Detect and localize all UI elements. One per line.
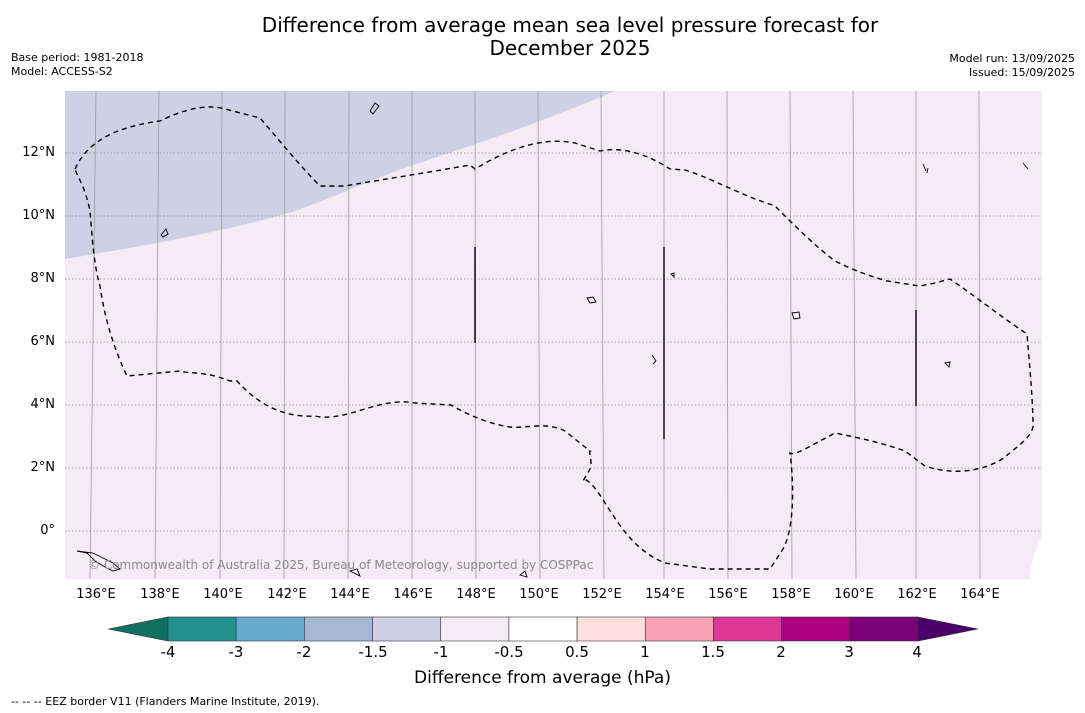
title-line-2: December 2025	[489, 36, 651, 60]
islands	[76, 102, 1029, 578]
colorbar-bin	[781, 616, 851, 642]
lat-label-0: 0°	[40, 523, 55, 538]
eez-footnote: -- -- -- EEZ border V11 (Flanders Marine…	[11, 695, 320, 708]
island-small-5	[922, 163, 929, 174]
lon-label-154e: 154°E	[645, 587, 685, 602]
island-kosrae	[944, 361, 951, 368]
lat-label-2n: 2°N	[30, 460, 56, 475]
island-small-1	[670, 272, 675, 279]
colorbar-tick: -4	[160, 643, 176, 661]
colorbar-bin	[508, 616, 578, 642]
model-name: Model: ACCESS-S2	[11, 65, 113, 78]
island-small-2	[651, 354, 657, 365]
colorbar-tick: 1	[640, 643, 650, 661]
lon-label-140e: 140°E	[203, 587, 243, 602]
lat-label-12n: 12°N	[22, 145, 55, 160]
title-line-1: Difference from average mean sea level p…	[261, 13, 879, 37]
map-edge-blank	[1030, 536, 1042, 579]
colorbar-bin	[849, 616, 919, 642]
colorbar-tick: -3	[228, 643, 244, 661]
lon-label-142e: 142°E	[267, 587, 307, 602]
island-chuuk	[586, 296, 597, 304]
colorbar-tick: -2	[296, 643, 312, 661]
island-pohnpei	[791, 311, 801, 320]
colorbar-bin	[304, 616, 373, 642]
lon-label-164e: 164°E	[960, 587, 1000, 602]
lat-label-4n: 4°N	[30, 397, 56, 412]
colorbar-bin	[713, 616, 782, 642]
model-run: Model run: 13/09/2025	[949, 52, 1075, 65]
meta-right: Model run: 13/09/2025 Issued: 15/09/2025	[949, 52, 1075, 80]
island-guam	[369, 102, 380, 115]
lon-label-138e: 138°E	[140, 587, 180, 602]
eez-border	[74, 106, 1034, 570]
fill-minus1-5-to-minus1	[65, 91, 615, 259]
lon-label-148e: 148°E	[456, 587, 496, 602]
lon-label-136e: 136°E	[76, 587, 116, 602]
colorbar-tick: -0.5	[494, 643, 524, 661]
island-small-6	[1022, 162, 1029, 170]
colorbar-bin	[167, 616, 237, 642]
colorbar-bin	[644, 616, 714, 642]
colorbar-tick: 3	[844, 643, 854, 661]
lat-label-6n: 6°N	[30, 334, 56, 349]
colorbar-tick: 4	[912, 643, 922, 661]
lon-label-162e: 162°E	[897, 587, 937, 602]
colorbar-bin	[235, 616, 305, 642]
base-period: Base period: 1981-2018	[11, 51, 144, 64]
lat-label-10n: 10°N	[22, 208, 55, 223]
forecast-map	[65, 91, 1042, 579]
colorbar-tick: 2	[776, 643, 786, 661]
issued-date: Issued: 15/09/2025	[968, 66, 1075, 79]
island-small-3	[519, 570, 528, 578]
lon-label-160e: 160°E	[834, 587, 874, 602]
lon-label-150e: 150°E	[519, 587, 559, 602]
meta-left: Base period: 1981-2018 Model: ACCESS-S2	[11, 51, 143, 79]
colorbar-tick: -1	[433, 643, 449, 661]
chart-title: Difference from average mean sea level p…	[150, 14, 990, 60]
colorbar-tick: 0.5	[565, 643, 589, 661]
island-small-4	[348, 568, 361, 577]
colorbar-extend-high	[917, 616, 979, 642]
colorbar-tick: 1.5	[701, 643, 725, 661]
island-yap	[160, 228, 169, 238]
colorbar	[107, 616, 979, 642]
colorbar-tick: -1.5	[358, 643, 388, 661]
colorbar-bin	[440, 616, 510, 642]
lon-label-156e: 156°E	[708, 587, 748, 602]
lon-label-146e: 146°E	[393, 587, 433, 602]
lon-label-158e: 158°E	[771, 587, 811, 602]
copyright-notice: © Commonwealth of Australia 2025, Bureau…	[88, 558, 594, 572]
lon-label-144e: 144°E	[330, 587, 370, 602]
lon-label-152e: 152°E	[582, 587, 622, 602]
colorbar-bin	[576, 616, 646, 642]
map-svg	[65, 91, 1042, 579]
colorbar-svg	[107, 616, 979, 642]
colorbar-bin	[372, 616, 442, 642]
colorbar-extend-low	[107, 616, 169, 642]
island-palau	[76, 550, 121, 572]
colorbar-label: Difference from average (hPa)	[414, 668, 671, 688]
eez-boundary-segments	[474, 247, 917, 439]
colorbar-bins	[167, 616, 919, 642]
lat-label-8n: 8°N	[30, 271, 56, 286]
